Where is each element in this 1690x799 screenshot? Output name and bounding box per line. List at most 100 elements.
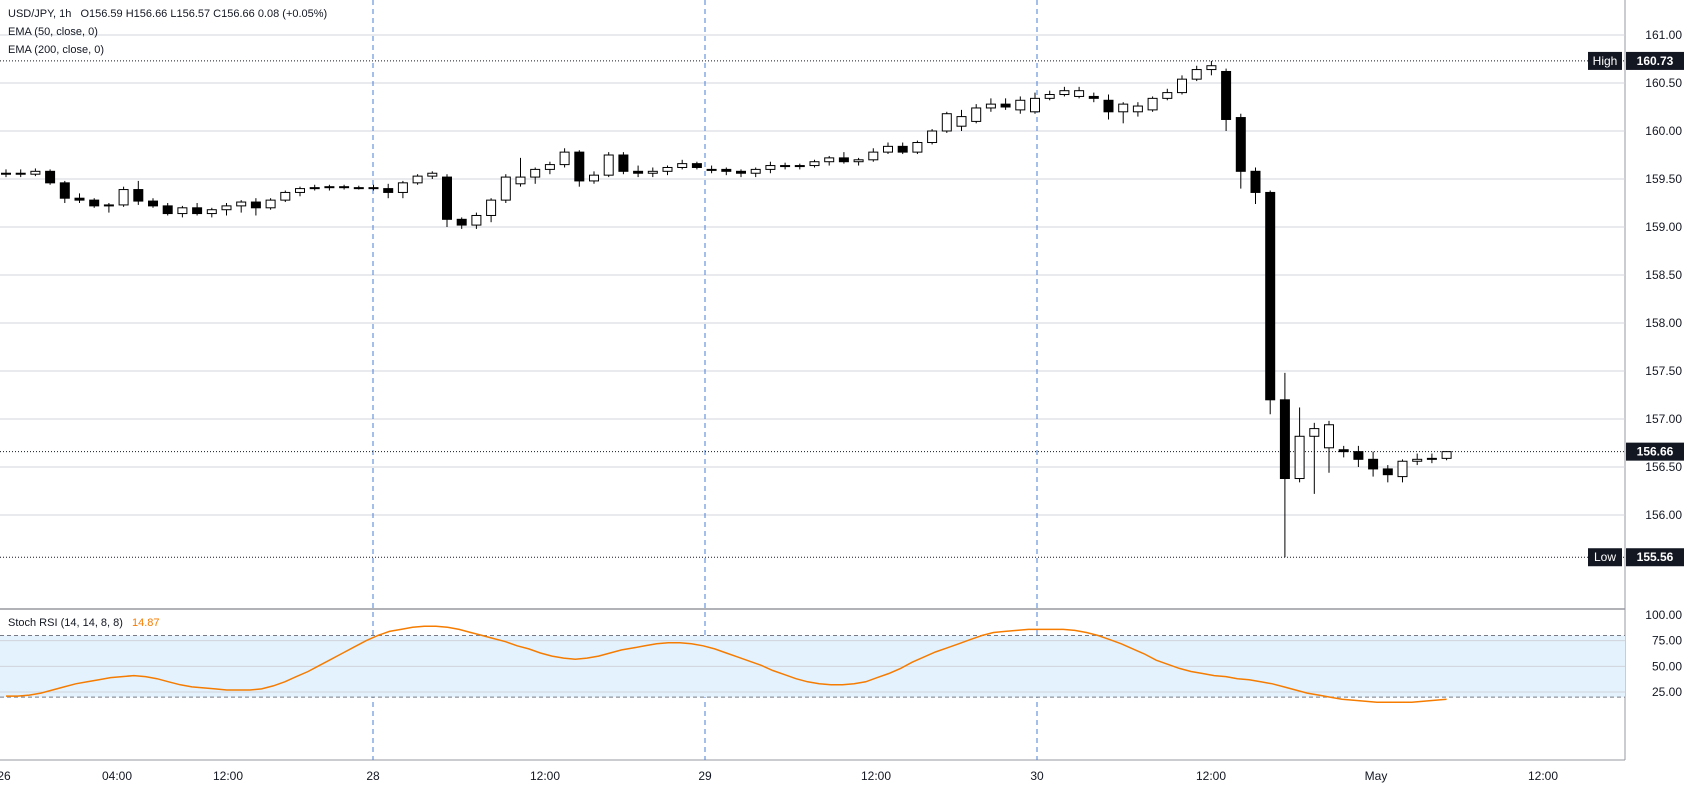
candle-body (1030, 97, 1040, 113)
candle (1368, 451, 1379, 477)
candle (1177, 75, 1187, 95)
candle-body (1353, 451, 1364, 460)
candle-body (1103, 99, 1114, 113)
candle (412, 174, 423, 185)
candle (1059, 86, 1070, 97)
candle-body (265, 199, 276, 209)
candle (750, 167, 761, 178)
candle-body (1368, 458, 1379, 470)
candle (824, 155, 835, 166)
candle (794, 163, 805, 170)
candle-body (603, 154, 614, 176)
candle-body (941, 113, 952, 132)
candle (662, 165, 673, 176)
candle-body (471, 214, 482, 226)
candle-body (927, 130, 938, 144)
time-tick-label: 12:00 (861, 769, 891, 783)
high-value: 160.73 (1637, 54, 1674, 68)
time-tick-label: 28 (366, 769, 380, 783)
candle-body (59, 182, 70, 199)
candle-body (1000, 103, 1011, 108)
time-tick-label: 26 (0, 769, 11, 783)
symbol-title[interactable]: USD/JPY, 1h (8, 8, 72, 20)
candle (677, 159, 688, 170)
candle-body (1426, 457, 1437, 460)
candle (1000, 98, 1011, 110)
candle-body (1015, 99, 1026, 111)
candle-body (647, 170, 658, 174)
candle-body (1324, 424, 1334, 449)
stoch-tick-label: 50.00 (1652, 659, 1682, 673)
candle-body (1147, 97, 1158, 111)
candle-body (339, 186, 350, 189)
candle-body (118, 189, 129, 206)
candle (1235, 113, 1246, 189)
candle (1397, 459, 1408, 483)
candle-body (383, 188, 394, 193)
price-tick-label: 161.00 (1645, 28, 1682, 42)
candle-body (427, 172, 438, 177)
candle-body (280, 191, 291, 201)
candle-body (662, 166, 673, 172)
candle (1088, 92, 1099, 103)
candle-body (1221, 70, 1232, 120)
candle (30, 168, 41, 177)
candle-body (1382, 468, 1393, 476)
candle (1132, 102, 1143, 117)
candle-body (74, 197, 85, 201)
ema200-legend[interactable]: EMA (200, close, 0) (8, 44, 104, 56)
candle (177, 205, 188, 218)
candle-body (691, 163, 702, 168)
candle (574, 150, 585, 187)
candle (897, 142, 908, 155)
candle-body (794, 165, 805, 168)
price-tick-label: 160.50 (1645, 76, 1682, 90)
candle-body (1162, 92, 1173, 99)
candle-body (206, 209, 217, 215)
stoch-value: 14.87 (132, 617, 160, 629)
ema50-legend[interactable]: EMA (50, close, 0) (8, 26, 98, 38)
candle-body (442, 176, 452, 220)
stoch-legend[interactable]: Stoch RSI (14, 14, 8, 8) 14.87 (8, 617, 166, 629)
session-dividers (372, 0, 1038, 760)
candle-body (353, 187, 364, 190)
candle-body (162, 205, 173, 215)
candle-body (1235, 117, 1246, 172)
candle (927, 129, 938, 145)
candle (45, 169, 56, 185)
candle-body (559, 151, 570, 166)
candle-body (1074, 90, 1085, 97)
candle-body (530, 168, 541, 178)
candle (442, 174, 452, 227)
candle (1044, 90, 1055, 101)
candle-body (721, 168, 732, 172)
candle (838, 152, 849, 164)
candle-body (985, 103, 996, 109)
candle (1, 169, 11, 178)
candle-body (1118, 103, 1129, 113)
candle (295, 186, 305, 197)
candle-body (824, 157, 835, 163)
candle (647, 167, 658, 178)
candle-body (45, 170, 56, 184)
stoch-tick-label: 75.00 (1652, 634, 1682, 648)
candle-body (1088, 95, 1099, 99)
stoch-rsi-line (6, 625, 1447, 704)
time-tick-label: May (1365, 769, 1388, 783)
candle (236, 200, 247, 213)
candle-body (177, 207, 188, 215)
candle (1162, 88, 1173, 101)
price-candles (1, 60, 1452, 558)
candle-body (1132, 105, 1143, 113)
price-tick-label: 157.50 (1645, 364, 1682, 378)
candle-body (1294, 435, 1305, 480)
candle-body (971, 107, 982, 122)
candle (765, 161, 776, 174)
high-label-bg (1588, 51, 1622, 70)
candle-body (1279, 399, 1290, 480)
candle-body (324, 186, 335, 189)
candle-body (89, 199, 100, 207)
candle (74, 193, 85, 203)
